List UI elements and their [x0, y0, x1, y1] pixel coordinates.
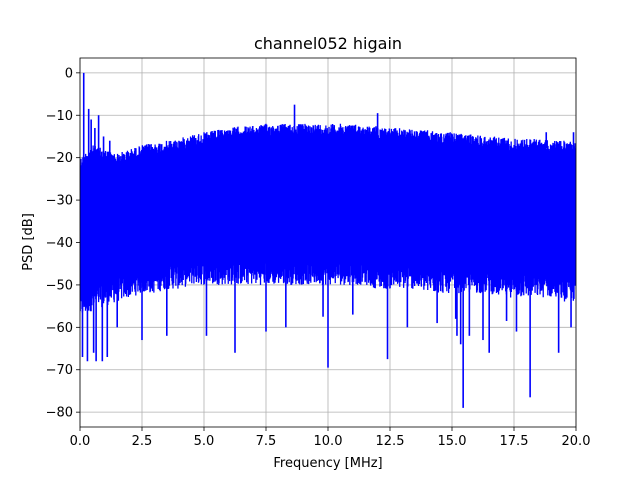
y-tick-label: −30: [46, 194, 73, 209]
x-tick-label: 17.5: [500, 434, 529, 449]
chart-title: channel052 higain: [254, 34, 402, 53]
x-axis: 0.0 2.5 5.0 7.5 10.0 12.5 15.0 17.5 20.0: [70, 427, 591, 449]
psd-series-line: [80, 123, 576, 313]
series-group: [80, 72, 576, 408]
y-tick-label: 0: [65, 66, 73, 81]
x-tick-label: 5.0: [194, 434, 215, 449]
y-tick-label: −20: [46, 151, 73, 166]
x-tick-label: 12.5: [376, 434, 405, 449]
x-axis-label: Frequency [MHz]: [273, 456, 382, 471]
x-tick-label: 0.0: [70, 434, 91, 449]
x-tick-label: 2.5: [132, 434, 153, 449]
x-tick-label: 10.0: [314, 434, 343, 449]
y-tick-label: −80: [46, 406, 73, 421]
y-axis-label: PSD [dB]: [21, 213, 36, 271]
y-tick-label: −10: [46, 109, 73, 124]
y-tick-label: −50: [46, 278, 73, 293]
y-axis: 0 −10 −20 −30 −40 −50 −60 −70 −80: [46, 66, 80, 421]
x-tick-label: 15.0: [438, 434, 467, 449]
x-tick-label: 20.0: [562, 434, 591, 449]
y-tick-label: −60: [46, 321, 73, 336]
x-tick-label: 7.5: [256, 434, 277, 449]
y-tick-label: −40: [46, 236, 73, 251]
y-tick-label: −70: [46, 363, 73, 378]
